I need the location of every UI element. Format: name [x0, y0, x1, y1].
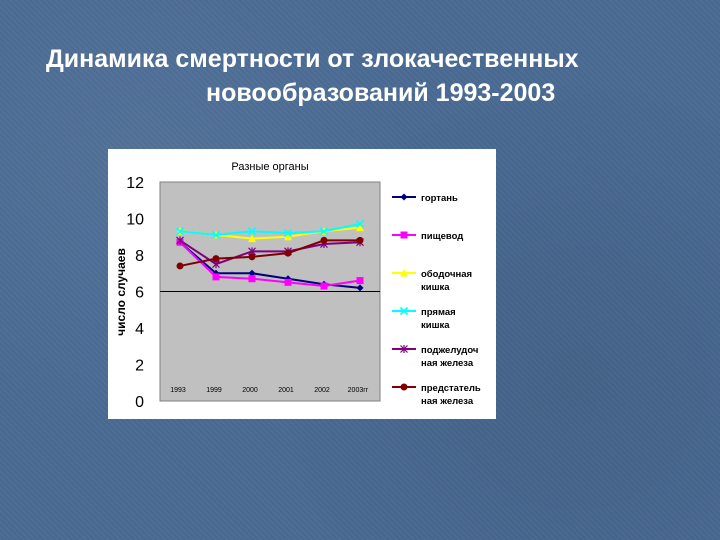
legend-label: ная железа: [421, 396, 474, 407]
data-point: [319, 227, 329, 236]
legend-entry: пищевод: [392, 231, 463, 242]
data-point: [247, 227, 257, 236]
x-tick-label: 1993: [170, 387, 186, 394]
data-point: [248, 269, 256, 277]
legend-marker: [399, 306, 409, 316]
y-tick-label: 8: [135, 248, 144, 265]
y-tick-label: 0: [135, 394, 144, 411]
data-point: [320, 236, 328, 244]
legend-marker: [400, 269, 408, 277]
series-6: [176, 236, 364, 270]
data-point: [212, 273, 220, 281]
legend-label: ободочная: [421, 269, 472, 280]
legend: гортаньпищеводободочнаякишкапрямаякишкап…: [392, 193, 481, 407]
legend-label: ная железа: [421, 358, 474, 369]
data-point: [248, 234, 256, 243]
y-axis-label: число случаев: [114, 248, 128, 336]
legend-label: предстатель: [421, 383, 481, 394]
data-point: [176, 262, 184, 270]
legend-marker: [400, 193, 408, 201]
x-tick-label: 2001: [278, 387, 294, 394]
legend-label: пищевод: [421, 231, 463, 242]
slide-title-line1: Динамика смертности от злокачественных: [46, 45, 579, 73]
data-point: [284, 249, 292, 257]
mortality-line-chart: Разные органы число случаев 0 2 4 6 8 10 12 19…: [114, 161, 481, 411]
data-point: [248, 253, 256, 261]
data-point: [356, 277, 364, 285]
data-point: [212, 255, 220, 263]
legend-label: гортань: [421, 193, 458, 204]
legend-label: кишка: [421, 282, 450, 293]
data-point: [175, 227, 185, 236]
legend-entry: гортань: [392, 193, 458, 204]
data-point: [320, 282, 328, 290]
series-4: [175, 219, 365, 239]
series-layer: [175, 219, 365, 292]
x-axis-ticks: 1993 1999 2000 2001 2002 2003гг: [170, 387, 369, 394]
legend-label: кишка: [421, 320, 450, 331]
slide-title-line2: новообразований 1993-2003: [206, 79, 556, 107]
series-line: [179, 239, 360, 267]
data-point: [283, 229, 293, 238]
legend-marker: [400, 231, 408, 239]
legend-label: поджелудоч: [421, 345, 478, 356]
data-point: [284, 278, 292, 286]
legend-label: прямая: [421, 307, 456, 318]
y-tick-label: 2: [135, 358, 144, 375]
y-axis-ticks: 0 2 4 6 8 10 12: [126, 175, 144, 411]
legend-entry: прямая кишка: [392, 306, 456, 331]
y-tick-label: 6: [135, 285, 144, 302]
data-point: [355, 219, 365, 229]
data-point: [356, 284, 364, 292]
legend-entry: предстатель ная железа: [392, 383, 481, 407]
x-tick-label: 2003гг: [348, 387, 369, 394]
data-point: [356, 236, 364, 244]
legend-marker: [400, 345, 408, 353]
data-point: [176, 236, 184, 245]
x-tick-label: 1999: [206, 387, 222, 394]
legend-entry: ободочная кишка: [392, 269, 472, 293]
chart-title: Разные органы: [231, 161, 308, 173]
y-tick-label: 12: [126, 175, 144, 192]
data-point: [356, 223, 364, 232]
legend-marker: [400, 383, 408, 391]
data-point: [211, 230, 221, 239]
x-tick-label: 2000: [242, 387, 258, 394]
slide-title: Динамика смертности от злокачественных н…: [46, 42, 686, 110]
series-line: [179, 222, 361, 236]
x-tick-label: 2002: [314, 387, 330, 394]
chart-container: Разные органы число случаев 0 2 4 6 8 10 12 19…: [108, 149, 496, 419]
series-line: [179, 241, 361, 288]
y-tick-label: 4: [135, 321, 144, 338]
data-point: [284, 232, 292, 241]
legend-entry: поджелудоч ная железа: [392, 345, 478, 369]
y-tick-label: 10: [126, 212, 144, 229]
data-point: [248, 275, 256, 283]
